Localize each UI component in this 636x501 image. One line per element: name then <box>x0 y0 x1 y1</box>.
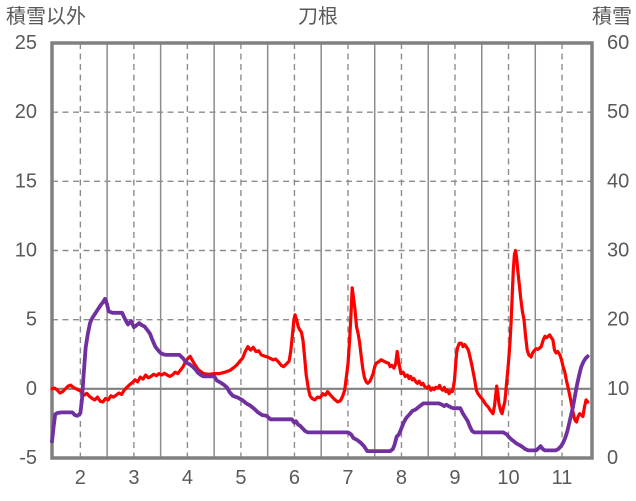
left-axis-tick-label: 0 <box>26 378 37 400</box>
right-axis-tick-label: 50 <box>607 101 629 123</box>
left-axis-tick-label: 25 <box>15 32 37 54</box>
x-axis-tick-label: 5 <box>235 467 246 489</box>
x-axis-tick-label: 2 <box>75 467 86 489</box>
left-axis-tick-label: 5 <box>26 309 37 331</box>
x-axis-tick-label: 4 <box>182 467 193 489</box>
x-axis-tick-label: 6 <box>289 467 300 489</box>
x-axis-tick-label: 10 <box>497 467 519 489</box>
left-axis-tick-label: 20 <box>15 101 37 123</box>
series-line-purple <box>50 296 590 454</box>
right-axis-title: 積雪 <box>592 6 632 28</box>
right-axis-tick-label: 0 <box>607 447 618 469</box>
x-axis-tick-label: 9 <box>449 467 460 489</box>
right-axis-tick-label: 60 <box>607 32 629 54</box>
right-axis-tick-label: 10 <box>607 378 629 400</box>
left-axis-tick-label: 15 <box>15 170 37 192</box>
left-axis-tick-label: -5 <box>19 447 37 469</box>
left-axis-title: 積雪以外 <box>6 6 86 28</box>
x-axis-tick-label: 11 <box>552 467 573 489</box>
x-axis-tick-label: 7 <box>342 467 353 489</box>
chart-title: 刀根 <box>298 6 338 28</box>
right-axis-tick-label: 40 <box>607 170 629 192</box>
x-axis-tick-label: 3 <box>128 467 139 489</box>
right-axis-tick-label: 30 <box>607 240 629 262</box>
x-axis-tick-label: 8 <box>396 467 407 489</box>
right-axis-tick-label: 20 <box>607 309 629 331</box>
plot-border <box>50 41 594 460</box>
series-line-red <box>50 248 590 424</box>
left-axis-tick-label: 10 <box>15 240 37 262</box>
